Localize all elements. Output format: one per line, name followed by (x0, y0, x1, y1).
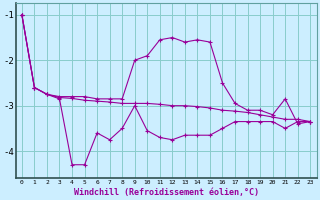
X-axis label: Windchill (Refroidissement éolien,°C): Windchill (Refroidissement éolien,°C) (74, 188, 259, 197)
